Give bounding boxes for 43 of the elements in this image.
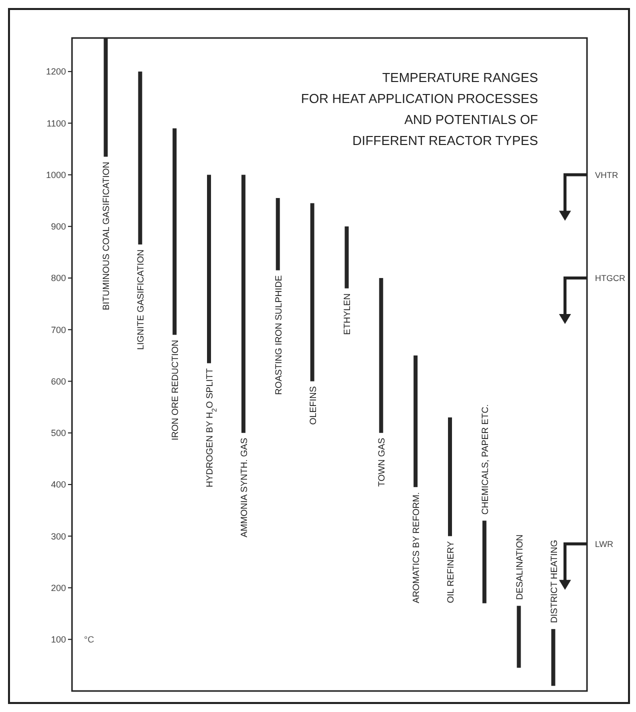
x-tick-label: AROMATICS BY REFORM. (411, 492, 422, 604)
x-tick-label: CHEMICALS, PAPER ETC. (480, 404, 490, 515)
ref-line-label: VHTR (595, 170, 618, 180)
y-tick-label: 400 (50, 480, 66, 490)
y-tick-label: 1100 (46, 118, 66, 128)
ref-line-label: HTGCR (595, 273, 626, 284)
x-tick-label: DISTRICT HEATING (548, 540, 559, 624)
x-tick-label: BITUMINOUS COAL GASIFICATION (101, 162, 112, 310)
bar (241, 174, 246, 433)
bar (207, 174, 212, 364)
bar (310, 203, 314, 382)
y-tick-label: 1000 (46, 170, 66, 180)
x-tick-label: OIL REFINERY (445, 541, 456, 604)
bar (172, 128, 177, 335)
y-tick-label: 100 (50, 634, 66, 645)
x-tick-label: OLEFINS (308, 386, 318, 425)
y-tick-label: 500 (50, 428, 66, 438)
x-tick-label: ROASTING IRON SULPHIDE (273, 275, 284, 395)
y-tick-label: 800 (50, 273, 66, 284)
bar (379, 278, 384, 433)
y-tick-label: 1200 (46, 66, 66, 77)
bar (138, 72, 142, 244)
x-tick-label: IRON ORE REDUCTION (170, 340, 180, 440)
bar (414, 355, 418, 488)
y-tick-label: 700 (50, 324, 66, 335)
bar (448, 417, 452, 536)
text: TEMPERATURE RANGES FOR HEAT APPLICATION PROCESSES AND POTENTIALS OF DIFFERENT REACTOR TYPES (301, 70, 538, 148)
x-tick-label: AMMONIA SYNTH. GAS (238, 438, 249, 538)
x-tick-label: TOWN GAS (376, 438, 387, 487)
ref-line-label: LWR (595, 538, 614, 549)
y-tick-label: 300 (50, 531, 66, 542)
bar (276, 198, 280, 270)
bar (551, 629, 556, 686)
y-tick-label: 600 (50, 376, 66, 386)
x-tick-label: ETHYLEN (342, 293, 352, 335)
y-axis-title: °C (84, 634, 95, 645)
bar (482, 520, 486, 604)
bar (344, 226, 349, 288)
y-tick-label: 900 (50, 222, 66, 232)
x-tick-label: LIGNITE GASIFICATION (136, 249, 146, 350)
x-tick-label: DESALINATION (514, 534, 524, 600)
bar (516, 606, 521, 668)
y-tick-label: 200 (50, 582, 66, 593)
